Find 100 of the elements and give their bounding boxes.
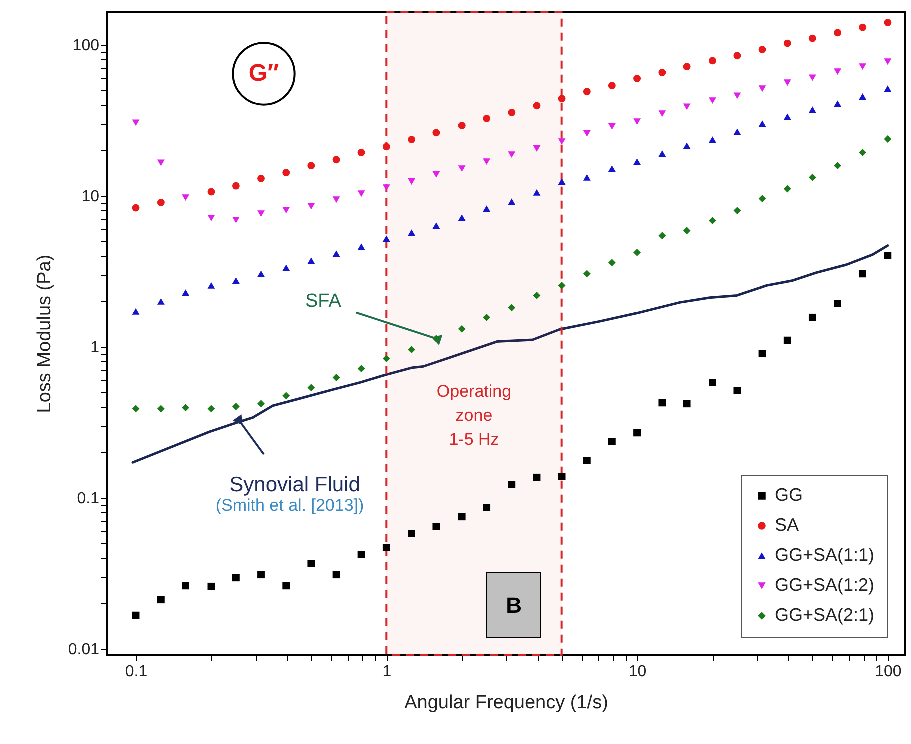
point — [508, 304, 516, 312]
point — [208, 405, 216, 413]
point — [784, 40, 792, 48]
point — [408, 346, 416, 354]
point — [382, 184, 390, 192]
point — [558, 472, 566, 480]
point — [408, 230, 416, 236]
point — [834, 300, 842, 308]
point — [182, 290, 190, 296]
point — [508, 198, 516, 206]
point — [859, 24, 867, 32]
point — [408, 178, 416, 185]
point — [683, 400, 691, 408]
point — [533, 146, 541, 152]
point — [734, 128, 742, 136]
annotation: SFA — [305, 290, 342, 312]
point — [282, 392, 290, 400]
y-tick-label: 100 — [72, 37, 100, 54]
point — [458, 325, 466, 333]
point — [308, 384, 316, 392]
point — [382, 236, 390, 242]
point — [508, 481, 516, 488]
point — [208, 582, 216, 590]
point — [884, 19, 892, 26]
point — [734, 207, 742, 215]
point — [758, 120, 766, 127]
point — [859, 270, 867, 278]
point — [634, 158, 641, 166]
point — [734, 92, 742, 100]
point — [208, 188, 216, 196]
point — [583, 130, 591, 137]
point — [258, 174, 265, 182]
point — [182, 194, 190, 202]
point — [683, 227, 691, 235]
point — [258, 270, 265, 278]
point — [758, 195, 766, 203]
point — [157, 405, 165, 413]
point — [758, 86, 766, 92]
point — [634, 118, 641, 126]
point — [658, 150, 666, 157]
point — [358, 244, 366, 250]
point — [508, 152, 516, 158]
legend-label: GG+SA(1:1) — [775, 545, 875, 565]
point — [634, 429, 641, 437]
point — [658, 69, 666, 76]
point — [683, 142, 691, 150]
point — [258, 400, 265, 408]
point — [382, 143, 390, 151]
point — [808, 74, 816, 82]
point — [884, 252, 892, 260]
point — [709, 98, 716, 104]
point — [358, 551, 366, 558]
point — [157, 298, 165, 305]
legend-label: GG — [775, 485, 804, 505]
point — [132, 405, 140, 413]
legend-label: GG+SA(1:2) — [775, 575, 875, 595]
point — [157, 199, 165, 206]
point — [232, 574, 240, 582]
point — [308, 162, 316, 170]
x-axis-title: Angular Frequency (1/s) — [404, 692, 608, 714]
point — [132, 120, 140, 126]
point — [784, 114, 792, 120]
point — [182, 582, 190, 590]
point — [308, 258, 316, 264]
point — [308, 560, 316, 568]
point — [533, 474, 541, 482]
point — [232, 403, 240, 410]
point — [483, 314, 491, 322]
annotation: Synovial Fluid — [230, 474, 360, 497]
point — [634, 75, 641, 82]
point — [834, 162, 842, 170]
point — [784, 80, 792, 86]
point — [558, 282, 566, 290]
x-tick-label: 1 — [382, 664, 392, 680]
point — [132, 308, 140, 315]
point — [583, 174, 591, 181]
point — [608, 123, 616, 130]
point — [232, 278, 240, 284]
point — [458, 214, 466, 222]
point — [157, 160, 165, 166]
point — [834, 100, 842, 107]
point — [658, 232, 666, 240]
point — [608, 438, 616, 446]
point — [884, 86, 892, 92]
x-tick-label: 0.1 — [125, 664, 148, 680]
point — [232, 216, 240, 224]
point — [208, 215, 216, 222]
point — [834, 68, 842, 76]
x-tick-label: 10 — [628, 664, 647, 680]
y-tick-label: 0.01 — [68, 641, 100, 658]
point — [709, 57, 716, 65]
point — [432, 335, 440, 343]
legend-label: SA — [775, 515, 800, 535]
point — [558, 95, 566, 103]
point — [458, 122, 466, 130]
point — [709, 379, 716, 386]
point — [808, 106, 816, 114]
point — [808, 174, 816, 182]
point — [784, 185, 792, 193]
point — [282, 582, 290, 590]
